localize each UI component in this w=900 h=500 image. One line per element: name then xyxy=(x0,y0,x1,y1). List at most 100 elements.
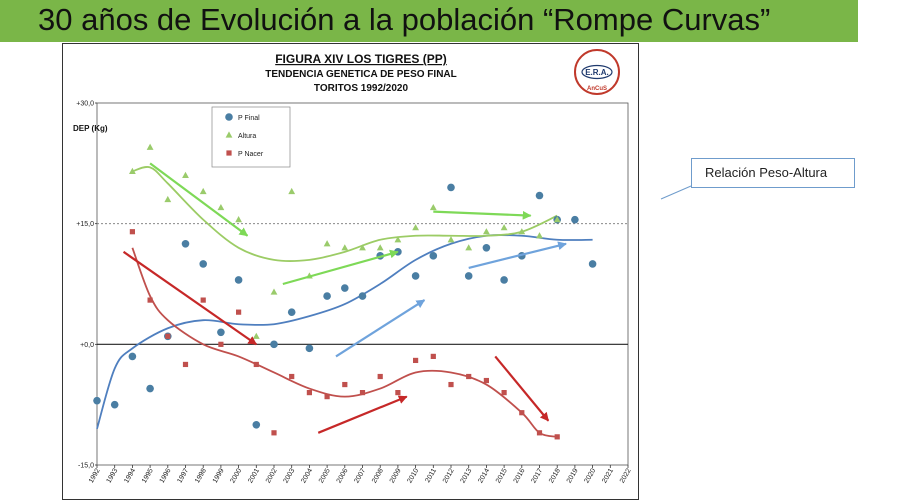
altura-point xyxy=(483,228,490,235)
p-nacer-point xyxy=(536,430,543,436)
y-tick-label: +15,0 xyxy=(76,221,94,228)
trendline-altura xyxy=(132,166,558,263)
y-axis-label: DEP (Kg) xyxy=(73,124,108,133)
p-final-point xyxy=(270,340,278,349)
legend-marker xyxy=(225,131,233,138)
p-nacer-point xyxy=(147,297,153,303)
altura-point xyxy=(164,195,172,203)
trend-arrow xyxy=(122,250,258,346)
legend-label: Altura xyxy=(238,133,256,140)
trend-arrow xyxy=(282,249,399,286)
p-nacer-point xyxy=(200,297,206,303)
p-final-point xyxy=(588,260,597,268)
altura-point xyxy=(447,236,455,243)
p-nacer-point xyxy=(466,373,472,380)
p-nacer-point xyxy=(519,410,525,416)
p-nacer-point xyxy=(218,341,224,347)
p-nacer-point xyxy=(306,390,312,396)
logo-subtext: AnCuS xyxy=(587,86,607,92)
logo-text: E.R.A. xyxy=(585,68,609,77)
p-nacer-point xyxy=(395,390,401,396)
p-nacer-point xyxy=(165,333,171,339)
altura-point xyxy=(235,216,242,223)
p-final-point xyxy=(305,344,314,353)
y-tick-label: +0,0 xyxy=(80,342,94,349)
altura-point xyxy=(129,167,136,174)
p-final-point xyxy=(234,276,243,284)
p-final-point xyxy=(482,244,491,252)
altura-point xyxy=(412,224,419,231)
p-nacer-point xyxy=(289,373,295,380)
p-nacer-point xyxy=(430,353,436,359)
trend-arrow xyxy=(317,395,408,434)
altura-point xyxy=(376,244,384,251)
altura-point xyxy=(465,244,473,251)
p-final-point xyxy=(447,183,455,192)
callout-box: Relación Peso-Altura xyxy=(691,158,855,188)
p-nacer-point xyxy=(324,394,330,400)
trend-arrow xyxy=(433,210,532,220)
p-final-point xyxy=(217,328,225,337)
p-final-point xyxy=(571,215,579,224)
altura-point xyxy=(518,228,526,235)
title-banner: 30 años de Evolución a la población “Rom… xyxy=(0,0,858,42)
p-nacer-point xyxy=(182,361,189,368)
p-nacer-point xyxy=(236,309,242,315)
p-nacer-point xyxy=(448,381,454,388)
p-final-point xyxy=(358,292,367,300)
trendline-p-nacer xyxy=(131,247,558,438)
p-final-point xyxy=(110,400,119,409)
altura-point xyxy=(429,203,437,211)
p-nacer-point xyxy=(554,434,560,440)
chart-frame xyxy=(62,43,639,500)
chart-subtitle: TENDENCIA GENETICA DE PESO FINAL xyxy=(265,69,457,80)
logo-inner xyxy=(581,64,613,80)
p-final-point xyxy=(146,384,154,393)
altura-point xyxy=(359,244,366,251)
callout-text: Relación Peso-Altura xyxy=(705,165,828,180)
altura-point xyxy=(323,240,331,247)
p-nacer-point xyxy=(501,390,507,396)
altura-point xyxy=(199,187,207,195)
p-nacer-point xyxy=(271,430,277,436)
p-final-point xyxy=(199,260,207,268)
p-nacer-point xyxy=(483,377,489,384)
p-nacer-point xyxy=(377,373,383,380)
p-final-point xyxy=(411,272,420,280)
trend-arrow xyxy=(335,299,426,358)
altura-point xyxy=(270,288,278,295)
p-final-point xyxy=(341,284,349,292)
altura-point xyxy=(217,203,225,211)
legend-label: P Nacer xyxy=(238,151,264,158)
legend-box xyxy=(211,106,291,168)
p-nacer-point xyxy=(129,229,135,235)
slide-title: 30 años de Evolución a la población “Rom… xyxy=(38,2,771,37)
p-final-point xyxy=(323,292,331,300)
p-final-point xyxy=(464,272,473,280)
p-final-point xyxy=(181,239,190,248)
altura-point xyxy=(288,187,296,195)
p-final-point xyxy=(252,420,261,429)
callout-line xyxy=(660,185,692,200)
p-nacer-point xyxy=(413,357,419,364)
p-nacer-point xyxy=(253,361,259,368)
p-nacer-point xyxy=(342,381,348,388)
altura-point xyxy=(553,216,561,223)
legend-label: P Final xyxy=(238,115,260,122)
trend-arrow xyxy=(494,355,550,422)
p-final-point xyxy=(93,396,101,405)
p-final-point xyxy=(429,252,438,260)
altura-point xyxy=(146,143,154,150)
p-final-point xyxy=(287,308,296,316)
altura-point xyxy=(182,171,189,178)
trend-arrow xyxy=(468,241,567,269)
y-tick-label: -15,0 xyxy=(78,463,94,470)
trend-arrow xyxy=(149,162,249,237)
chart-subtitle-2: TORITOS 1992/2020 xyxy=(314,83,409,94)
legend-marker xyxy=(226,150,232,156)
altura-point xyxy=(394,236,402,243)
p-final-point xyxy=(500,276,508,284)
altura-point xyxy=(536,232,543,239)
